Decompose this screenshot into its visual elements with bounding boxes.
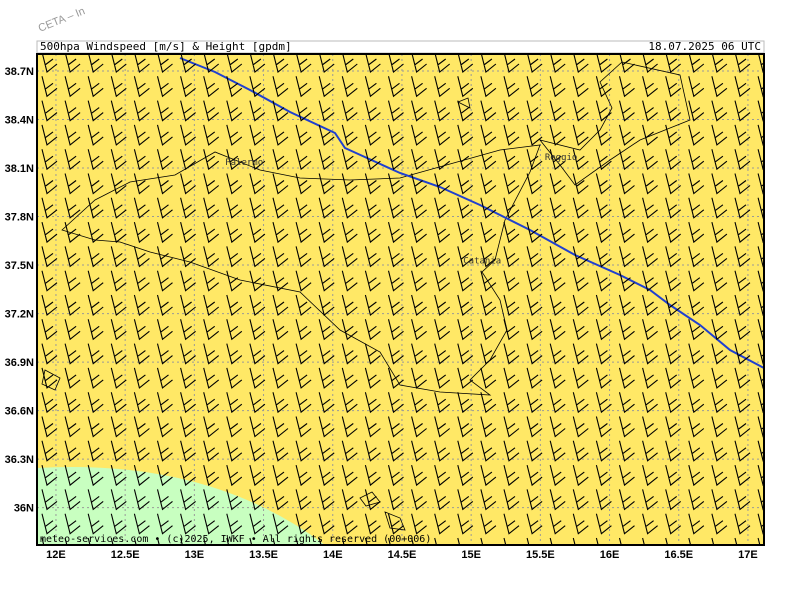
x-tick-label: 12E: [46, 549, 66, 561]
x-tick-label: 13E: [185, 549, 205, 561]
y-tick-label: 36.9N: [5, 357, 34, 369]
x-tick-label: 14E: [323, 549, 343, 561]
place-label: Palermo: [225, 158, 263, 168]
barb-glyphs: [41, 54, 764, 545]
y-tick-label: 38.4N: [5, 114, 34, 126]
x-tick-label: 15.5E: [526, 549, 555, 561]
y-tick-label: 37.2N: [5, 309, 34, 321]
x-tick-label: 13.5E: [249, 549, 278, 561]
y-tick-label: 37.8N: [5, 212, 34, 224]
place-label: Reggio: [545, 153, 578, 163]
y-tick-label: 36.3N: [5, 454, 34, 466]
y-tick-label: 36N: [14, 503, 34, 515]
footer: meteo-services.com • (c)2025, IWKF • All…: [40, 534, 431, 545]
x-tick-label: 17E: [738, 549, 758, 561]
map-title: 500hpa Windspeed [m/s] & Height [gpdm]: [40, 40, 292, 53]
map-frame: [36, 53, 765, 546]
map-area: Palermo Reggio Catania meteo-services.com •…: [37, 54, 764, 545]
x-tick-label: 12.5E: [111, 549, 140, 561]
height-contour: [179, 57, 764, 369]
y-tick-label: 38.1N: [5, 163, 34, 175]
x-tick-label: 15E: [461, 549, 481, 561]
x-tick-label: 16E: [600, 549, 620, 561]
valid-time: 18.07.2025 06 UTC: [648, 40, 761, 53]
place-label: Catania: [463, 256, 501, 266]
y-tick-label: 37.5N: [5, 260, 34, 272]
y-tick-label: 38.7N: [5, 66, 34, 78]
wind-barbs: [41, 54, 764, 545]
wind-band-yellow: [37, 54, 764, 545]
y-tick-label: 36.6N: [5, 406, 34, 418]
x-tick-label: 16.5E: [664, 549, 693, 561]
watermark: CETA – In: [37, 5, 87, 35]
x-tick-label: 14.5E: [388, 549, 417, 561]
grid: [37, 54, 764, 545]
